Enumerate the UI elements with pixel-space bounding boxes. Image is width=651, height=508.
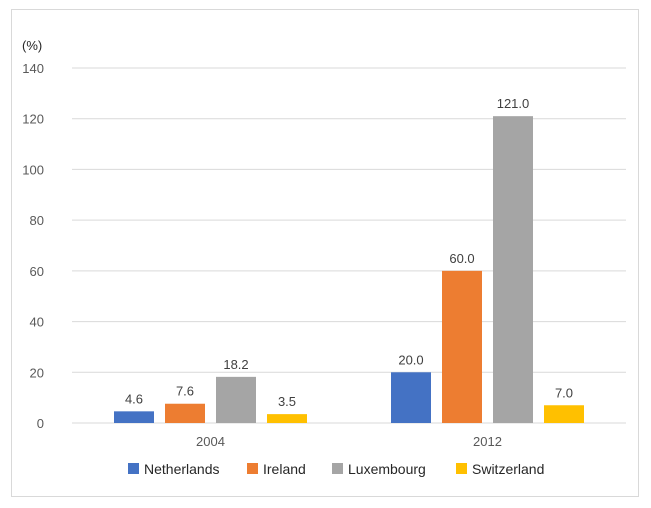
data-label-switzerland-2012: 7.0	[555, 385, 573, 400]
y-tick-120: 120	[22, 112, 44, 127]
legend-swatch-netherlands	[128, 463, 139, 474]
bar-luxembourg-2012	[493, 116, 533, 423]
data-label-luxembourg-2012: 121.0	[497, 96, 530, 111]
bar-ireland-2004	[165, 403, 205, 423]
data-label-netherlands-2012: 20.0	[398, 352, 423, 367]
legend-swatch-ireland	[247, 463, 258, 474]
y-tick-40: 40	[30, 315, 44, 330]
y-tick-100: 100	[22, 162, 44, 177]
y-tick-140: 140	[22, 61, 44, 76]
x-tick-labels: 2004 2012	[196, 434, 502, 449]
legend-label-luxembourg: Luxembourg	[348, 461, 426, 477]
legend-label-ireland: Ireland	[263, 461, 306, 477]
legend-swatch-switzerland	[456, 463, 467, 474]
bar-netherlands-2012	[391, 372, 431, 423]
data-label-ireland-2012: 60.0	[449, 251, 474, 266]
data-label-switzerland-2004: 3.5	[278, 394, 296, 409]
x-tick-2004: 2004	[196, 434, 225, 449]
legend-swatch-luxembourg	[332, 463, 343, 474]
y-tick-20: 20	[30, 365, 44, 380]
grid-lines	[72, 67, 626, 424]
data-labels: 4.6 7.6 18.2 3.5 20.0 60.0 121.0 7.0	[125, 96, 573, 409]
bars	[114, 116, 584, 423]
legend-label-netherlands: Netherlands	[144, 461, 220, 477]
legend-label-switzerland: Switzerland	[472, 461, 544, 477]
y-tick-labels: 0 20 40 60 80 100 120 140	[22, 61, 44, 431]
bar-switzerland-2004	[267, 414, 307, 423]
y-tick-0: 0	[37, 416, 44, 431]
y-tick-60: 60	[30, 264, 44, 279]
data-label-ireland-2004: 7.6	[176, 384, 194, 399]
y-tick-80: 80	[30, 213, 44, 228]
bar-ireland-2012	[442, 270, 482, 423]
bar-luxembourg-2004	[216, 376, 256, 423]
bar-netherlands-2004	[114, 411, 154, 423]
bar-switzerland-2012	[544, 405, 584, 423]
x-tick-2012: 2012	[473, 434, 502, 449]
legend: Netherlands Ireland Luxembourg Switzerland	[128, 461, 544, 477]
y-axis-unit: (%)	[22, 38, 42, 53]
data-label-netherlands-2004: 4.6	[125, 391, 143, 406]
data-label-luxembourg-2004: 18.2	[223, 357, 248, 372]
